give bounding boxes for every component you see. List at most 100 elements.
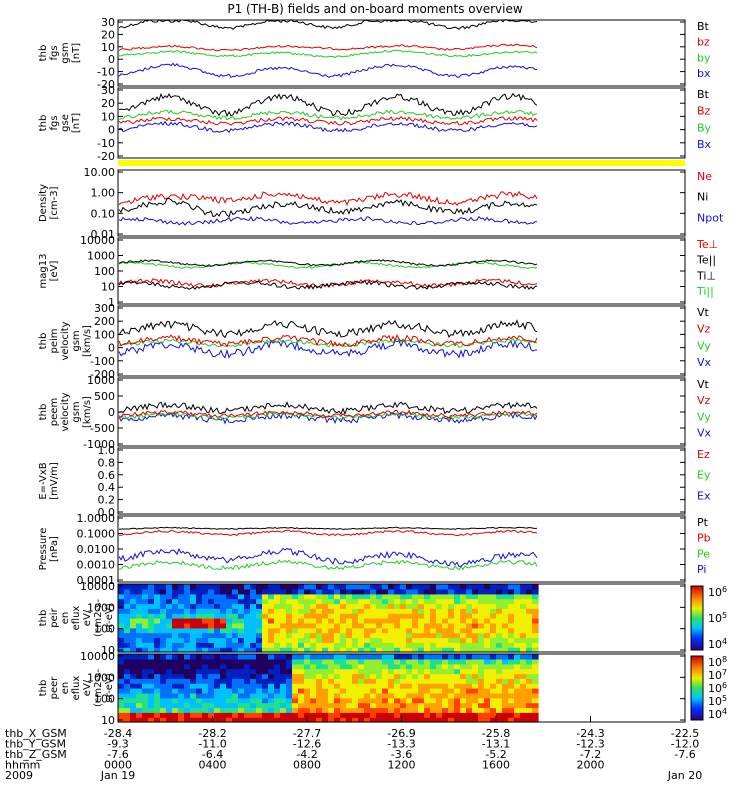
spec-cell: [172, 637, 179, 643]
spec-cell: [520, 632, 527, 639]
spec-cell: [208, 668, 215, 675]
spec-cell: [244, 584, 251, 590]
spec-cell: [256, 622, 263, 629]
spec-cell: [244, 627, 251, 634]
spec-cell: [124, 622, 131, 629]
spec-cell: [346, 712, 353, 718]
spec-cell: [388, 707, 395, 713]
spec-cell: [448, 642, 455, 648]
spec-cell: [166, 678, 173, 684]
spec-cell: [406, 632, 413, 639]
spec-cell: [340, 658, 347, 665]
spec-cell: [214, 678, 221, 684]
spec-cell: [436, 613, 443, 619]
spec-cell: [196, 598, 203, 605]
spec-cell: [340, 618, 347, 624]
legend-vy: Vy: [697, 339, 711, 352]
spec-cell: [436, 598, 443, 605]
spec-cell: [472, 603, 479, 609]
spec-cell: [490, 712, 497, 718]
spec-cell: [526, 702, 533, 709]
spec-cell: [220, 647, 227, 653]
spec-cell: [496, 613, 503, 619]
spec-cell: [496, 618, 503, 624]
spec-cell: [220, 637, 227, 643]
spec-cell: [388, 584, 395, 590]
spec-cell: [532, 588, 539, 595]
spec-cell: [346, 622, 353, 629]
spec-cell: [232, 658, 239, 665]
spec-cell: [232, 702, 239, 709]
spec-cell: [184, 658, 191, 665]
spec-cell: [328, 712, 335, 718]
spec-cell: [238, 608, 245, 614]
x-axis-value: -7.6: [674, 748, 695, 761]
spec-cell: [208, 603, 215, 609]
spec-cell: [388, 717, 395, 723]
spec-cell: [436, 707, 443, 713]
spec-cell: [340, 668, 347, 675]
spec-cell: [280, 618, 287, 624]
spec-cell: [370, 632, 377, 639]
spec-cell: [304, 663, 311, 670]
spec-cell: [424, 668, 431, 675]
spec-cell: [274, 683, 281, 689]
spec-cell: [466, 712, 473, 718]
spec-cell: [298, 673, 305, 679]
spec-cell: [130, 622, 137, 629]
spec-cell: [160, 658, 167, 665]
x-axis-row-label: hhmm: [5, 759, 40, 772]
spec-cell: [520, 618, 527, 624]
spec-cell: [526, 588, 533, 595]
spec-cell: [376, 673, 383, 679]
spec-cell: [466, 588, 473, 595]
x-axis-value: -13.3: [387, 738, 415, 751]
spec-cell: [298, 663, 305, 670]
spec-cell: [448, 593, 455, 600]
spec-cell: [376, 692, 383, 699]
spec-cell: [136, 692, 143, 699]
spec-cell: [166, 697, 173, 704]
spec-cell: [280, 627, 287, 634]
spec-cell: [352, 603, 359, 609]
spec-cell: [478, 688, 485, 694]
spec-cell: [202, 668, 209, 675]
spec-cell: [118, 642, 125, 648]
series-Vt-line: [118, 319, 538, 339]
spec-cell: [514, 627, 521, 634]
spec-cell: [478, 608, 485, 614]
spec-cell: [382, 588, 389, 595]
spec-cell: [514, 658, 521, 665]
spec-cell: [154, 622, 161, 629]
spec-cell: [166, 642, 173, 648]
spec-cell: [244, 588, 251, 595]
spec-cell: [154, 647, 161, 653]
spec-cell: [496, 683, 503, 689]
legend-te: Te||: [696, 254, 716, 267]
spec-cell: [442, 688, 449, 694]
spec-cell: [322, 678, 329, 684]
y-axis-label: eV/: [82, 609, 93, 626]
spec-cell: [406, 627, 413, 634]
spec-cell: [304, 598, 311, 605]
spec-cell: [400, 688, 407, 694]
spec-cell: [280, 663, 287, 670]
spec-cell: [532, 692, 539, 699]
spec-cell: [256, 663, 263, 670]
spec-cell: [322, 593, 329, 600]
spec-cell: [274, 673, 281, 679]
series-Pb-line: [118, 529, 538, 537]
y-axis-label: en: [60, 612, 71, 625]
spec-cell: [160, 593, 167, 600]
spec-cell: [496, 603, 503, 609]
spec-cell: [514, 637, 521, 643]
spec-cell: [406, 668, 413, 675]
x-axis-value: Jan 19: [100, 769, 135, 782]
y-tick-label: 0.1000: [77, 528, 116, 541]
spec-cell: [244, 712, 251, 718]
spec-cell: [142, 688, 149, 694]
spec-cell: [376, 647, 383, 653]
spec-cell: [406, 622, 413, 629]
spec-cell: [496, 702, 503, 709]
spec-cell: [304, 658, 311, 665]
